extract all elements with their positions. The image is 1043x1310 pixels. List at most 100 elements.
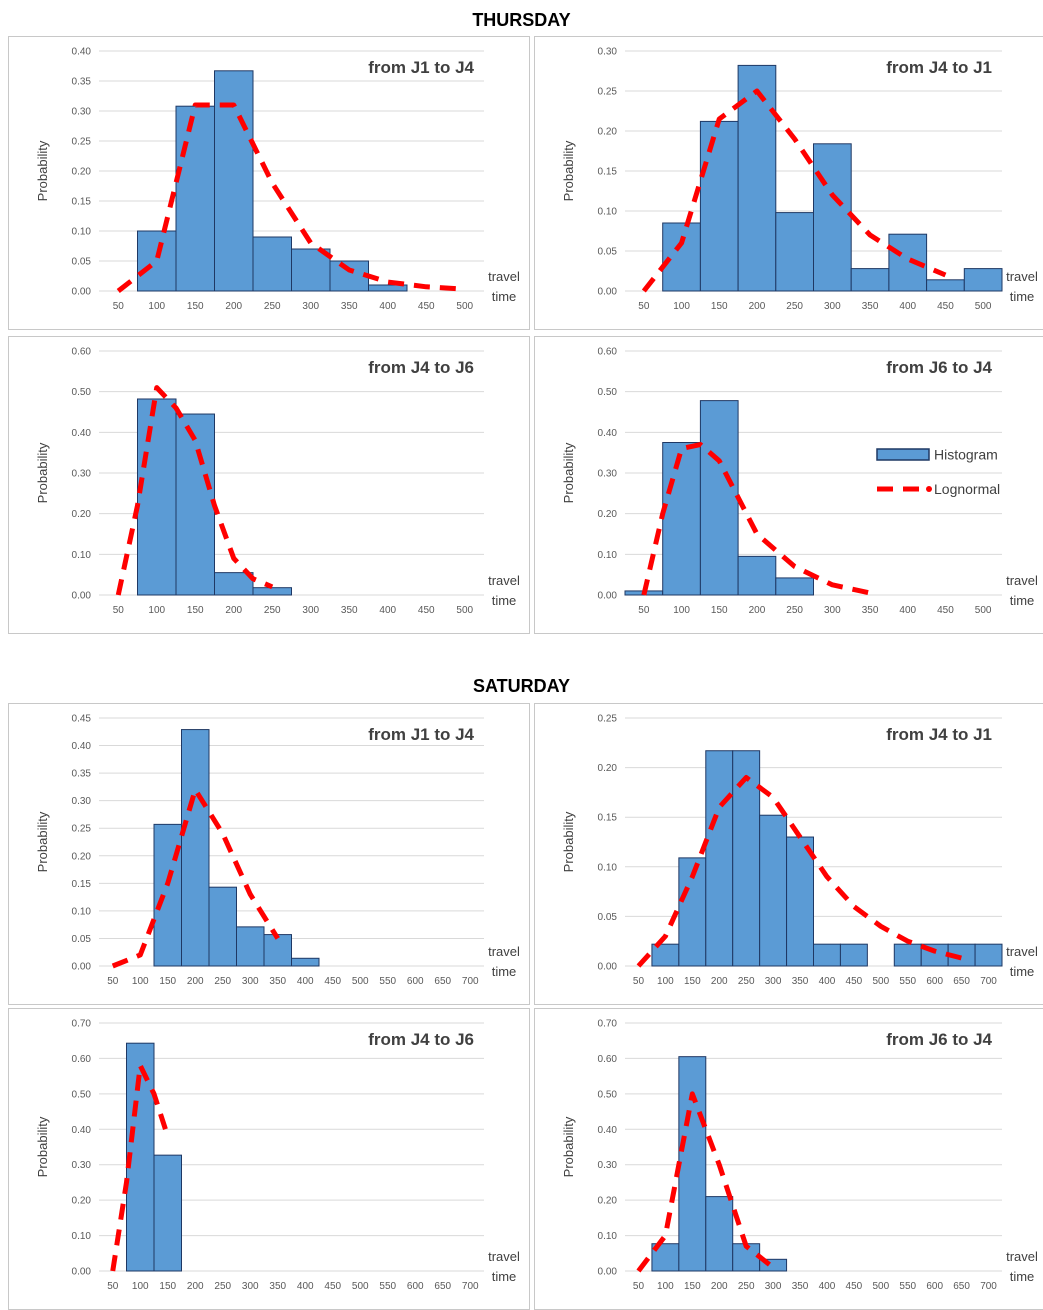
histogram-bar <box>786 836 814 967</box>
histogram-bar <box>175 413 215 596</box>
y-tick-label: 0.45 <box>72 714 92 725</box>
x-tick-label: 700 <box>980 976 997 987</box>
chart-panel-sat-j1-j4: 0.00 0.05 0.10 0.15 0.20 0.25 0.30 0.35 0.40 0.45… <box>8 703 530 1005</box>
x-tick-label: 300 <box>765 1281 782 1292</box>
x-tick-label: 500 <box>975 605 992 616</box>
y-tick-label: 0.00 <box>598 962 618 973</box>
x-tick-label: 350 <box>792 976 809 987</box>
y-tick-label: 0.20 <box>72 1196 92 1207</box>
y-tick-label: 0.05 <box>598 247 618 258</box>
x-tick-label: 200 <box>711 1281 728 1292</box>
chart-title: from J6 to J4 <box>886 1030 992 1049</box>
y-tick-label: 0.00 <box>598 591 618 602</box>
histogram-bar <box>329 260 369 292</box>
y-axis-label: Probability <box>561 1116 576 1177</box>
x-axis-label: time <box>1010 289 1035 304</box>
x-tick-label: 400 <box>297 1281 314 1292</box>
y-tick-label: 0.40 <box>72 741 92 752</box>
y-tick-label: 0.60 <box>72 347 92 358</box>
y-tick-label: 0.70 <box>598 1019 618 1030</box>
y-tick-label: 0.40 <box>72 1125 92 1136</box>
histogram-bar <box>926 279 965 292</box>
x-axis-label: travel <box>1006 944 1038 959</box>
histogram-bar <box>662 442 701 596</box>
x-tick-label: 100 <box>673 605 690 616</box>
y-tick-label: 0.00 <box>72 287 92 298</box>
y-tick-label: 0.15 <box>598 813 618 824</box>
x-tick-label: 600 <box>926 1281 943 1292</box>
x-tick-label: 450 <box>846 976 863 987</box>
x-tick-label: 600 <box>407 976 424 987</box>
x-tick-label: 150 <box>187 301 204 312</box>
x-tick-label: 150 <box>187 605 204 616</box>
y-tick-label: 0.30 <box>598 47 618 58</box>
x-axis-label: travel <box>488 269 520 284</box>
x-axis-label: time <box>1010 593 1035 608</box>
lognormal-curve <box>111 787 280 969</box>
y-tick-label: 0.15 <box>598 167 618 178</box>
lognormal-curve <box>641 442 871 596</box>
x-axis-label: travel <box>1006 269 1038 284</box>
y-tick-label: 0.10 <box>598 550 618 561</box>
x-tick-label: 350 <box>862 301 879 312</box>
x-tick-label: 400 <box>379 301 396 312</box>
y-tick-label: 0.10 <box>598 207 618 218</box>
histogram-bar <box>813 943 841 967</box>
x-tick-label: 600 <box>407 1281 424 1292</box>
lognormal-curve <box>636 775 963 968</box>
histogram-bar <box>208 886 237 967</box>
lognormal-curve <box>636 1091 775 1273</box>
y-tick-label: 0.10 <box>598 1231 618 1242</box>
legend-marker <box>926 486 932 492</box>
x-tick-label: 50 <box>633 976 645 987</box>
x-tick-label: 50 <box>113 301 125 312</box>
y-tick-label: 0.05 <box>72 934 92 945</box>
x-tick-label: 250 <box>214 976 231 987</box>
x-tick-label: 400 <box>899 605 916 616</box>
y-tick-label: 0.05 <box>598 912 618 923</box>
x-tick-label: 350 <box>862 605 879 616</box>
x-tick-label: 300 <box>302 301 319 312</box>
x-tick-label: 550 <box>379 1281 396 1292</box>
chart-title: from J4 to J6 <box>368 1030 474 1049</box>
y-tick-label: 0.05 <box>72 257 92 268</box>
y-tick-label: 0.30 <box>598 1160 618 1171</box>
x-tick-label: 350 <box>269 1281 286 1292</box>
y-tick-label: 0.30 <box>598 469 618 480</box>
y-axis-label: Probability <box>35 140 50 201</box>
x-tick-label: 100 <box>673 301 690 312</box>
histogram-bar <box>181 729 210 967</box>
x-tick-label: 450 <box>937 301 954 312</box>
x-tick-label: 450 <box>418 301 435 312</box>
x-tick-label: 600 <box>926 976 943 987</box>
x-tick-label: 450 <box>418 605 435 616</box>
x-tick-label: 150 <box>711 605 728 616</box>
x-tick-label: 100 <box>657 976 674 987</box>
histogram-bar <box>252 236 292 292</box>
y-axis-label: Probability <box>35 811 50 872</box>
y-tick-label: 0.60 <box>598 347 618 358</box>
x-tick-label: 500 <box>352 976 369 987</box>
x-axis-label: time <box>492 964 517 979</box>
histogram-bar <box>732 750 761 967</box>
histogram-bar <box>291 957 320 967</box>
histogram-bar <box>893 943 922 967</box>
histogram-bar <box>775 212 815 292</box>
x-tick-label: 100 <box>132 1281 149 1292</box>
lognormal-curve <box>641 88 947 293</box>
histogram-bar <box>699 400 739 596</box>
y-tick-label: 0.35 <box>72 77 92 88</box>
y-axis-label: Probability <box>561 442 576 503</box>
x-tick-label: 50 <box>113 605 125 616</box>
histogram-bar <box>236 926 265 967</box>
y-tick-label: 0.20 <box>72 851 92 862</box>
histogram-bar <box>214 572 254 596</box>
legend-swatch-histogram <box>876 448 930 461</box>
x-tick-label: 200 <box>187 1281 204 1292</box>
y-tick-label: 0.00 <box>598 287 618 298</box>
histogram-bar <box>813 143 852 292</box>
x-axis-label: time <box>492 593 517 608</box>
chart-panel-thu-j6-j4: 0.00 0.10 0.20 0.30 0.40 0.50 0.60 50 100 150 200 2… <box>534 336 1043 634</box>
x-tick-label: 300 <box>824 605 841 616</box>
x-tick-label: 250 <box>738 1281 755 1292</box>
